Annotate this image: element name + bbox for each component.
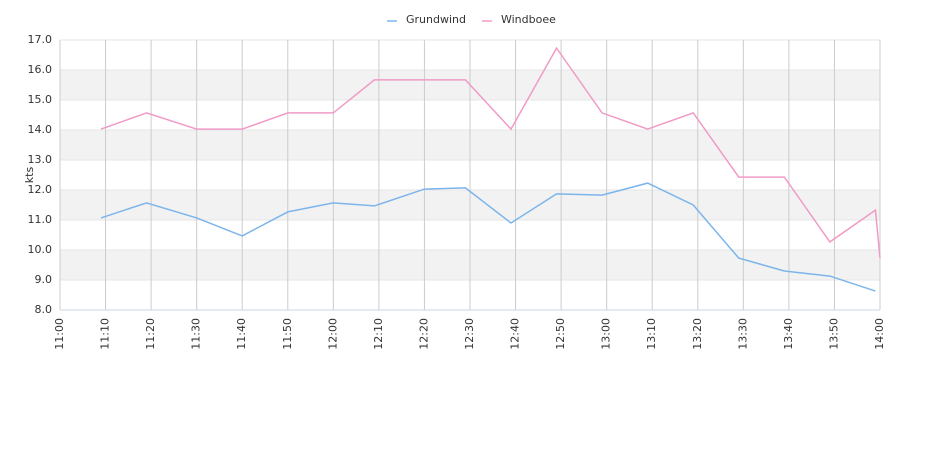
y-tick-label: 15.0: [28, 93, 53, 106]
y-tick-label: 10.0: [28, 243, 53, 256]
x-tick-label: 13:10: [645, 318, 658, 350]
y-tick-label: 11.0: [28, 213, 53, 226]
x-tick-label: 12:20: [417, 318, 430, 350]
x-tick-label: 14:00: [873, 318, 886, 350]
series-line: [100, 46, 881, 259]
x-tick-label: 13:30: [736, 318, 749, 350]
y-tick-label: 16.0: [28, 63, 53, 76]
y-tick-label: 8.0: [35, 303, 53, 316]
x-tick-label: 11:20: [144, 318, 157, 350]
x-tick-label: 11:00: [53, 318, 66, 350]
x-tick-label: 11:40: [235, 318, 248, 350]
x-tick-label: 13:50: [827, 318, 840, 350]
legend-label: Windboee: [501, 13, 556, 26]
y-tick-label: 12.0: [28, 183, 53, 196]
x-tick-label: 11:30: [190, 318, 203, 350]
x-tick-label: 11:50: [281, 318, 294, 350]
x-tick-label: 12:10: [372, 318, 385, 350]
x-tick-label: 12:40: [509, 318, 522, 350]
legend-label: Grundwind: [406, 13, 466, 26]
x-tick-label: 13:00: [600, 318, 613, 350]
x-tick-label: 13:20: [691, 318, 704, 350]
y-tick-label: 9.0: [35, 273, 53, 286]
x-tick-label: 11:10: [99, 318, 112, 350]
y-tick-label: 17.0: [28, 33, 53, 46]
x-tick-label: 12:50: [554, 318, 567, 350]
y-tick-label: 14.0: [28, 123, 53, 136]
y-axis-label: kts: [23, 167, 36, 184]
series-line: [100, 182, 876, 292]
x-tick-label: 13:40: [782, 318, 795, 350]
y-tick-label: 13.0: [28, 153, 53, 166]
x-tick-label: 12:00: [326, 318, 339, 350]
x-tick-label: 12:30: [463, 318, 476, 350]
